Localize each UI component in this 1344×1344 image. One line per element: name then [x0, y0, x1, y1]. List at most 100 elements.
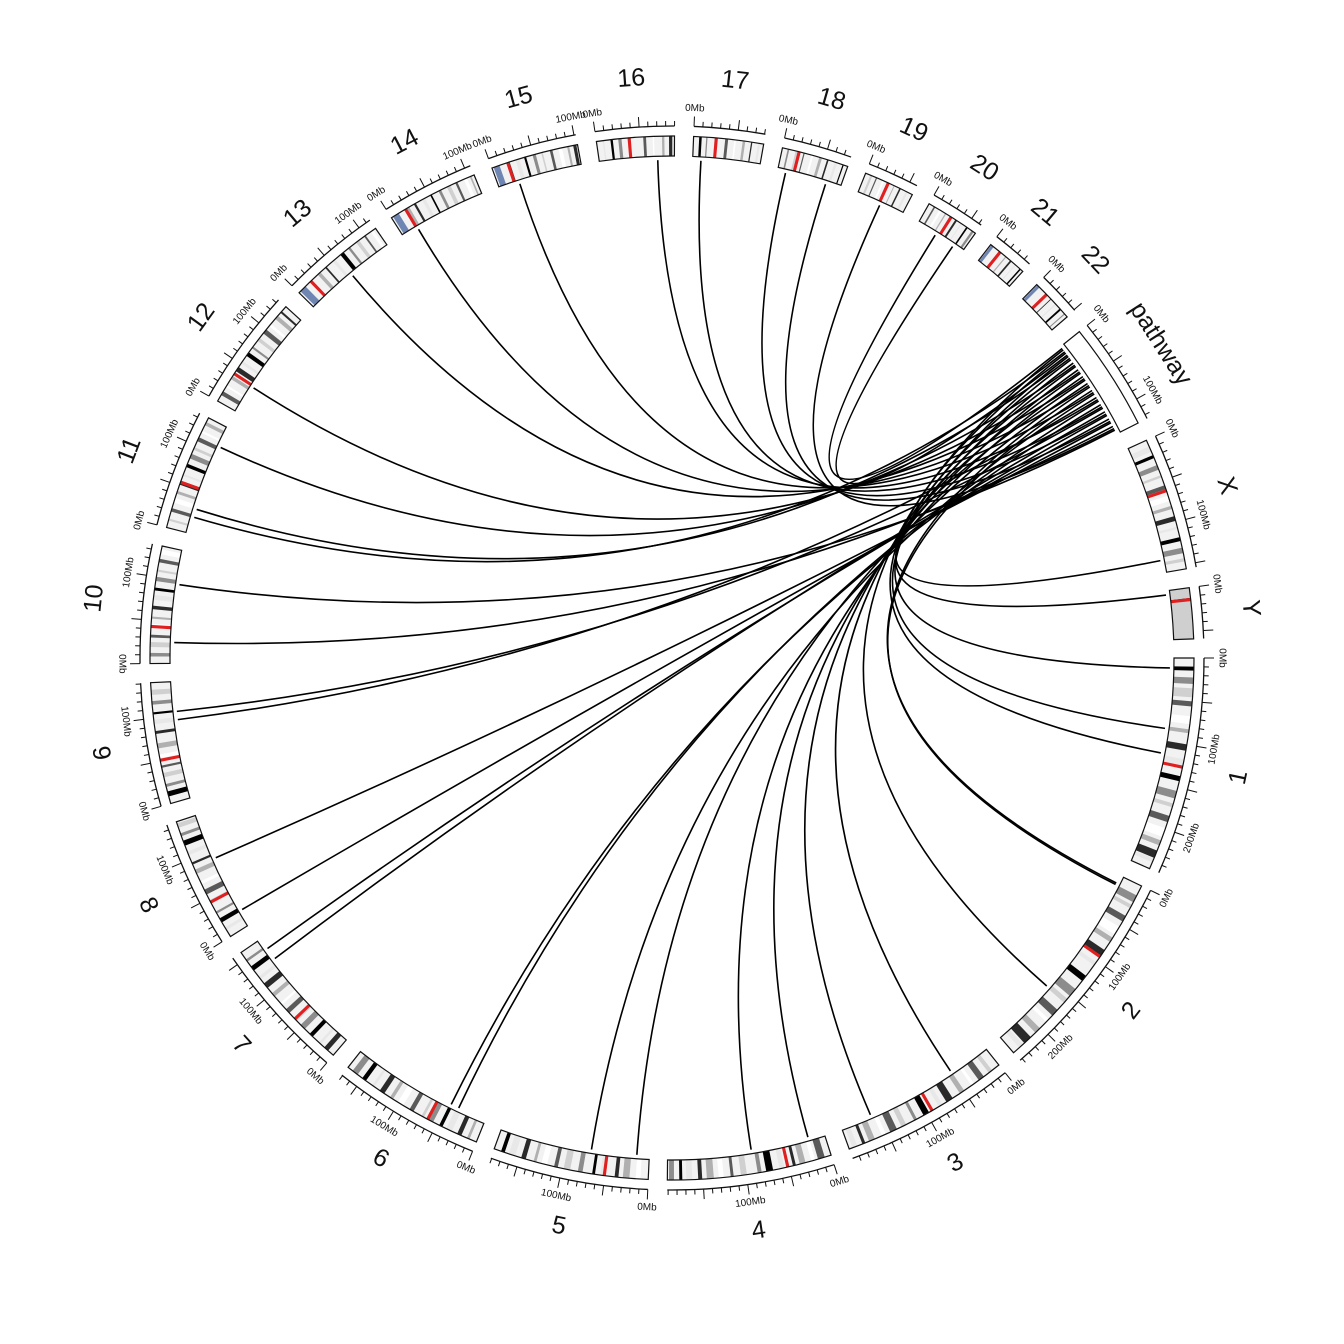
- cytoband: [855, 1124, 866, 1145]
- tick: [131, 618, 142, 620]
- sector-label-18: 18: [814, 82, 848, 117]
- cytoband: [1142, 475, 1162, 485]
- tick: [941, 194, 945, 200]
- tick: [271, 1012, 277, 1017]
- tick: [1073, 302, 1083, 311]
- cytoband: [934, 213, 947, 231]
- ideogram-layer: [149, 135, 1195, 1181]
- tick: [931, 1122, 937, 1132]
- tick: [277, 1019, 283, 1024]
- tick: [406, 191, 410, 196]
- cytoband: [389, 1080, 404, 1100]
- tick: [350, 1086, 358, 1095]
- cytoband: [717, 1157, 724, 1178]
- sector-label-7: 7: [227, 1030, 257, 1059]
- cytoband: [150, 634, 171, 639]
- tick: [300, 269, 305, 274]
- tick: [1162, 449, 1168, 453]
- tick: [1138, 913, 1143, 917]
- tick-label: 0Mb: [184, 376, 203, 399]
- tick: [948, 199, 953, 205]
- cytoband: [180, 826, 201, 837]
- tick: [923, 1126, 927, 1132]
- tick-label: 0Mb: [865, 139, 888, 157]
- cytoband: [250, 954, 270, 971]
- cytoband: [1135, 843, 1158, 858]
- tick: [637, 117, 640, 128]
- tick: [1195, 560, 1206, 564]
- cytoband: [1152, 505, 1173, 515]
- cytoband: [1005, 1029, 1024, 1048]
- tick: [494, 150, 498, 156]
- axis-5: [490, 1157, 648, 1191]
- cytoband: [455, 182, 466, 202]
- tick: [1017, 249, 1022, 254]
- sector-21: [977, 243, 1024, 288]
- cytoband: [813, 157, 823, 178]
- cytoband: [194, 861, 215, 874]
- tick: [1182, 806, 1188, 809]
- axis-19: [869, 163, 918, 187]
- tick: [738, 1185, 741, 1191]
- cytoband: [405, 207, 420, 227]
- tick: [160, 478, 170, 483]
- centromere: [781, 1147, 790, 1168]
- tick: [1199, 584, 1210, 587]
- link: [761, 172, 1107, 497]
- cytoband: [948, 1073, 965, 1094]
- tick-label: 0Mb: [637, 1202, 657, 1214]
- tick: [243, 333, 249, 338]
- cytoband: [162, 768, 184, 778]
- tick-label: 0Mb: [829, 1174, 851, 1191]
- cytoband: [1040, 303, 1057, 319]
- sector-8: [175, 814, 249, 938]
- sector-10: [149, 545, 183, 665]
- ideogram-frame: [841, 1048, 1000, 1150]
- tick: [313, 257, 318, 262]
- tick: [1171, 840, 1177, 843]
- cytoband: [167, 786, 188, 797]
- tick: [818, 141, 821, 147]
- tick: [557, 1177, 561, 1188]
- cytoband: [1143, 821, 1166, 837]
- tick: [1194, 754, 1201, 757]
- tick: [1102, 343, 1108, 347]
- cytoband: [280, 989, 297, 1005]
- tick: [523, 1169, 526, 1175]
- tick: [256, 999, 265, 1007]
- link: [519, 183, 1094, 489]
- tick: [228, 964, 238, 971]
- ideogram-base: [149, 546, 182, 664]
- tick: [413, 186, 418, 192]
- tick: [737, 120, 740, 131]
- centromere: [1146, 489, 1167, 499]
- tick: [513, 1166, 518, 1177]
- tick: [213, 377, 219, 382]
- cytoband: [515, 158, 525, 180]
- tick: [143, 754, 149, 756]
- tick: [511, 145, 515, 151]
- tick: [1185, 516, 1196, 520]
- tick-label: 0Mb: [471, 133, 493, 150]
- stalk-band: [979, 245, 994, 263]
- link: [828, 234, 1063, 480]
- cytoband: [159, 750, 180, 759]
- centromere: [309, 279, 326, 297]
- link: [253, 371, 1081, 520]
- cytoband: [923, 206, 936, 225]
- tick: [554, 133, 558, 139]
- tick: [153, 797, 159, 800]
- tick: [808, 1172, 811, 1178]
- tick: [154, 514, 160, 517]
- tick: [286, 1032, 295, 1041]
- tick: [159, 497, 165, 500]
- cytoband: [413, 203, 426, 222]
- tick: [983, 1088, 988, 1094]
- axis-pathway: [1086, 324, 1148, 419]
- tick: [213, 941, 223, 948]
- tick: [149, 780, 155, 783]
- tick: [1113, 355, 1123, 362]
- cytoband: [1173, 666, 1194, 671]
- axis-8: [166, 824, 223, 943]
- cytoband: [155, 576, 177, 584]
